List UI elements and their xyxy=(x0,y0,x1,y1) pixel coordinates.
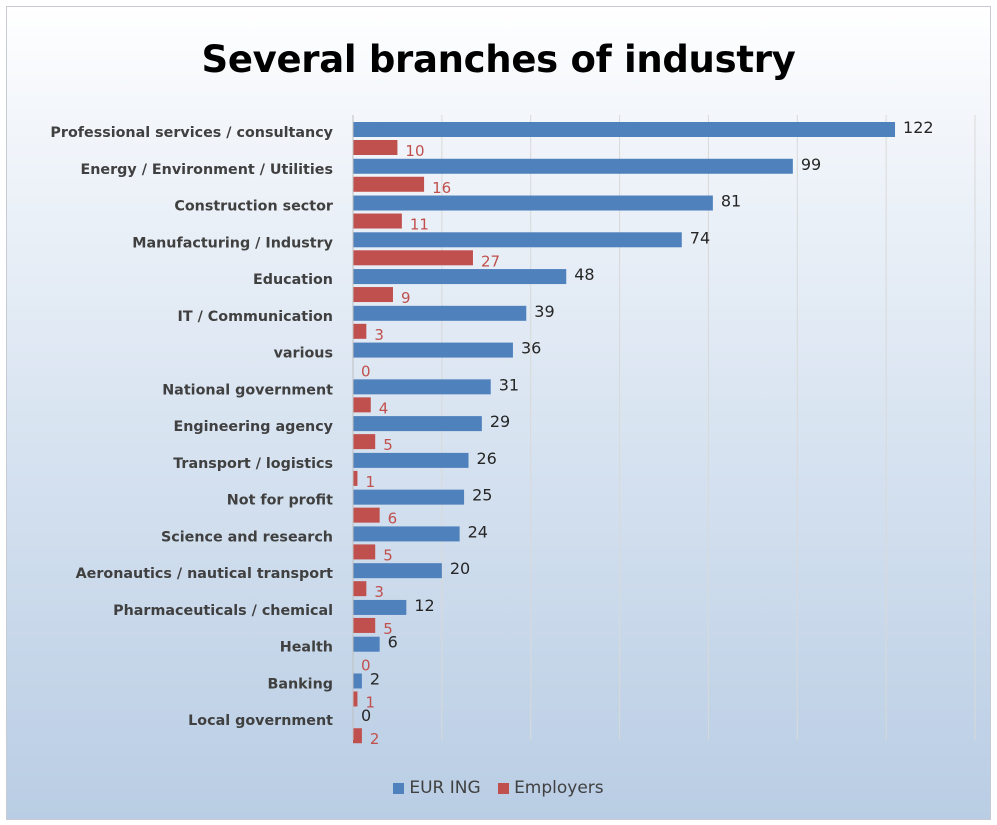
data-label-eur-ing-aeronautics-nautical-transport: 20 xyxy=(450,559,470,578)
data-label-eur-ing-pharmaceuticals-chemical: 12 xyxy=(414,596,434,615)
data-label-eur-ing-health: 6 xyxy=(388,633,398,652)
data-label-employers-education: 9 xyxy=(401,289,411,307)
bar-eur-ing-not-for-profit xyxy=(353,489,465,505)
data-label-eur-ing-national-government: 31 xyxy=(499,375,519,394)
data-label-eur-ing-engineering-agency: 29 xyxy=(490,412,510,431)
data-label-employers-it-communication: 3 xyxy=(374,326,384,344)
bar-employers-construction-sector xyxy=(353,213,402,229)
bar-employers-aeronautics-nautical-transport xyxy=(353,581,367,597)
chart-frame xyxy=(6,6,991,820)
data-label-eur-ing-not-for-profit: 25 xyxy=(472,486,492,505)
category-label-education: Education xyxy=(253,272,333,288)
data-label-eur-ing-it-communication: 39 xyxy=(534,302,554,321)
bar-employers-manufacturing-industry xyxy=(353,250,473,266)
category-label-it-communication: IT / Communication xyxy=(178,309,333,325)
data-label-employers-local-government: 2 xyxy=(370,730,380,748)
bar-eur-ing-banking xyxy=(353,673,362,689)
bar-eur-ing-education xyxy=(353,269,567,285)
category-label-banking: Banking xyxy=(267,676,333,692)
category-label-manufacturing-industry: Manufacturing / Industry xyxy=(132,235,333,251)
chart-legend: EUR ING Employers xyxy=(0,778,997,799)
bar-employers-not-for-profit xyxy=(353,507,380,523)
category-label-pharmaceuticals-chemical: Pharmaceuticals / chemical xyxy=(113,603,333,619)
category-label-energy-environment-utilities: Energy / Environment / Utilities xyxy=(80,162,333,178)
category-label-health: Health xyxy=(280,640,333,656)
data-label-employers-national-government: 4 xyxy=(379,399,389,417)
bar-eur-ing-national-government xyxy=(353,379,491,395)
category-label-construction-sector: Construction sector xyxy=(174,199,334,215)
category-label-national-government: National government xyxy=(162,382,333,398)
legend-item-employers: Employers xyxy=(498,778,604,798)
data-label-employers-engineering-agency: 5 xyxy=(383,436,393,454)
data-label-employers-not-for-profit: 6 xyxy=(388,510,398,528)
legend-swatch-eur-ing xyxy=(393,782,405,794)
data-label-eur-ing-science-and-research: 24 xyxy=(468,522,488,541)
data-label-employers-banking: 1 xyxy=(365,693,375,711)
bar-eur-ing-various xyxy=(353,342,513,358)
bar-eur-ing-construction-sector xyxy=(353,195,713,211)
category-label-science-and-research: Science and research xyxy=(161,529,333,545)
legend-label-eur-ing: EUR ING xyxy=(409,778,481,798)
data-label-employers-various: 0 xyxy=(361,363,371,381)
bar-eur-ing-pharmaceuticals-chemical xyxy=(353,599,407,615)
data-label-eur-ing-manufacturing-industry: 74 xyxy=(690,228,710,247)
data-label-employers-transport-logistics: 1 xyxy=(365,473,375,491)
data-label-eur-ing-professional-services-consultancy: 122 xyxy=(903,118,934,137)
data-label-eur-ing-construction-sector: 81 xyxy=(721,192,741,211)
data-label-employers-energy-environment-utilities: 16 xyxy=(432,179,451,197)
bar-eur-ing-science-and-research xyxy=(353,526,460,542)
bar-employers-pharmaceuticals-chemical xyxy=(353,617,376,633)
bar-employers-transport-logistics xyxy=(353,470,358,486)
category-label-local-government: Local government xyxy=(188,713,333,729)
bar-eur-ing-energy-environment-utilities xyxy=(353,158,793,174)
bar-eur-ing-aeronautics-nautical-transport xyxy=(353,563,442,579)
legend-label-employers: Employers xyxy=(514,778,604,798)
bar-employers-professional-services-consultancy xyxy=(353,140,398,155)
data-label-eur-ing-various: 36 xyxy=(521,339,541,358)
bar-eur-ing-manufacturing-industry xyxy=(353,232,682,248)
bar-eur-ing-health xyxy=(353,636,380,652)
category-label-engineering-agency: Engineering agency xyxy=(173,419,333,435)
bar-employers-national-government xyxy=(353,397,371,413)
bar-employers-banking xyxy=(353,691,358,707)
category-label-aeronautics-nautical-transport: Aeronautics / nautical transport xyxy=(76,566,334,582)
chart-title: Several branches of industry xyxy=(201,38,796,81)
bar-eur-ing-it-communication xyxy=(353,305,527,321)
bar-employers-local-government xyxy=(353,728,362,744)
data-label-employers-manufacturing-industry: 27 xyxy=(481,252,500,270)
data-label-employers-pharmaceuticals-chemical: 5 xyxy=(383,620,393,638)
data-label-employers-construction-sector: 11 xyxy=(410,216,429,234)
bar-eur-ing-transport-logistics xyxy=(353,452,469,468)
bar-employers-science-and-research xyxy=(353,544,376,560)
category-label-not-for-profit: Not for profit xyxy=(227,493,333,509)
data-label-employers-science-and-research: 5 xyxy=(383,546,393,564)
category-label-professional-services-consultancy: Professional services / consultancy xyxy=(50,125,333,141)
data-label-eur-ing-transport-logistics: 26 xyxy=(477,449,497,468)
data-label-eur-ing-education: 48 xyxy=(574,265,594,284)
category-label-transport-logistics: Transport / logistics xyxy=(173,456,333,472)
bar-eur-ing-engineering-agency xyxy=(353,416,482,432)
data-label-eur-ing-energy-environment-utilities: 99 xyxy=(801,155,821,174)
bar-eur-ing-professional-services-consultancy xyxy=(353,122,896,137)
data-label-employers-professional-services-consultancy: 10 xyxy=(405,142,424,160)
data-label-eur-ing-banking: 2 xyxy=(370,669,380,688)
bar-employers-engineering-agency xyxy=(353,434,376,450)
bar-employers-energy-environment-utilities xyxy=(353,176,425,192)
category-label-various: various xyxy=(274,346,333,362)
legend-item-eur-ing: EUR ING xyxy=(393,778,481,798)
bar-employers-education xyxy=(353,287,393,303)
bar-employers-it-communication xyxy=(353,323,367,339)
legend-swatch-employers xyxy=(498,782,510,794)
data-label-employers-health: 0 xyxy=(361,657,371,675)
data-label-employers-aeronautics-nautical-transport: 3 xyxy=(374,583,384,601)
data-label-eur-ing-local-government: 0 xyxy=(361,706,371,725)
